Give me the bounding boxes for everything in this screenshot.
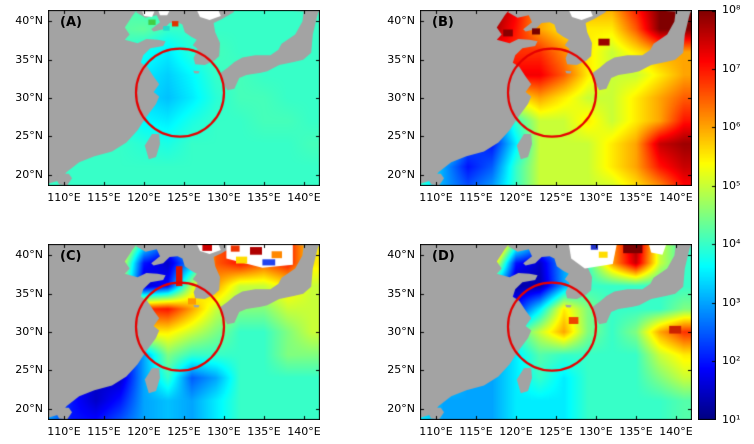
map-panel-D: 40°N 35°N 30°N 25°N 20°N (D) 110°E 115°E 120°E… xyxy=(376,244,693,442)
map-canvas xyxy=(48,244,320,420)
colorbar-gradient xyxy=(698,10,716,420)
y-tick-label: 40°N xyxy=(387,14,415,28)
x-tick-label: 110°E xyxy=(419,191,453,204)
x-tick-label: 135°E xyxy=(247,191,281,204)
y-tick-label: 25°N xyxy=(387,363,415,377)
x-tick-label: 140°E xyxy=(287,191,321,204)
x-tick-label: 120°E xyxy=(127,191,161,204)
map-panel-B: 40°N 35°N 30°N 25°N 20°N (B) 110°E 115°E 120°E… xyxy=(376,10,693,208)
x-tick-label: 115°E xyxy=(459,425,493,438)
panel-label: (A) xyxy=(60,15,82,30)
x-tick-label: 135°E xyxy=(619,191,653,204)
colorbar-tick-label: 10⁶ xyxy=(722,120,741,134)
y-tick-label: 20°N xyxy=(387,167,415,181)
y-tick-label: 30°N xyxy=(387,325,415,338)
colorbar-tick-label: 10⁸ xyxy=(722,3,741,16)
y-axis-tick-labels: 40°N 35°N 30°N 25°N 20°N xyxy=(376,244,420,420)
x-tick-label: 115°E xyxy=(459,191,493,204)
map-canvas xyxy=(420,244,692,420)
x-tick-label: 140°E xyxy=(659,425,693,438)
map-plot-area: (D) xyxy=(420,244,692,420)
x-tick-label: 110°E xyxy=(47,191,81,204)
y-tick-label: 40°N xyxy=(15,248,43,262)
panels-grid: 40°N 35°N 30°N 25°N 20°N (A) 110°E 115°E 120°E… xyxy=(4,10,693,442)
map-plot-area: (A) xyxy=(48,10,320,186)
x-tick-label: 125°E xyxy=(167,191,201,204)
panel-label: (C) xyxy=(60,249,82,264)
colorbar-tick-label: 10³ xyxy=(722,295,741,309)
colorbar-tick-label: 10⁴ xyxy=(722,237,741,251)
y-tick-label: 20°N xyxy=(15,167,43,181)
x-tick-label: 110°E xyxy=(419,425,453,438)
x-tick-label: 135°E xyxy=(247,425,281,438)
x-tick-label: 125°E xyxy=(539,191,573,204)
y-axis-tick-labels: 40°N 35°N 30°N 25°N 20°N xyxy=(376,10,420,186)
map-plot-area: (C) xyxy=(48,244,320,420)
map-canvas xyxy=(48,10,320,186)
y-tick-label: 20°N xyxy=(15,401,43,415)
x-tick-label: 130°E xyxy=(207,425,241,438)
y-axis-tick-labels: 40°N 35°N 30°N 25°N 20°N xyxy=(4,244,48,420)
map-canvas xyxy=(420,10,692,186)
x-tick-label: 115°E xyxy=(87,425,121,438)
y-tick-label: 30°N xyxy=(15,91,43,104)
colorbar-tick-label: 10¹ xyxy=(722,413,741,426)
y-tick-label: 30°N xyxy=(387,91,415,104)
y-tick-label: 25°N xyxy=(15,129,43,143)
x-tick-label: 120°E xyxy=(499,191,533,204)
y-tick-label: 25°N xyxy=(15,363,43,377)
colorbar-tick-label: 10⁵ xyxy=(722,178,741,192)
x-tick-label: 125°E xyxy=(167,425,201,438)
x-tick-label: 115°E xyxy=(87,191,121,204)
map-panel-A: 40°N 35°N 30°N 25°N 20°N (A) 110°E 115°E 120°E… xyxy=(4,10,321,208)
x-tick-label: 130°E xyxy=(579,425,613,438)
y-tick-label: 35°N xyxy=(15,286,43,300)
x-axis-tick-labels: 110°E 115°E 120°E 125°E 130°E 135°E 140°E xyxy=(376,420,692,442)
map-plot-area: (B) xyxy=(420,10,692,186)
x-axis-tick-labels: 110°E 115°E 120°E 125°E 130°E 135°E 140°E xyxy=(4,186,320,208)
x-tick-label: 130°E xyxy=(207,191,241,204)
y-tick-label: 40°N xyxy=(15,14,43,28)
y-tick-label: 35°N xyxy=(387,52,415,66)
x-tick-label: 120°E xyxy=(127,425,161,438)
y-tick-label: 20°N xyxy=(387,401,415,415)
colorbar-tick-label: 10² xyxy=(722,354,741,368)
colorbar-tick-label: 10⁷ xyxy=(722,61,741,75)
y-tick-label: 40°N xyxy=(387,248,415,262)
x-tick-label: 120°E xyxy=(499,425,533,438)
x-tick-label: 140°E xyxy=(659,191,693,204)
panel-label: (D) xyxy=(432,249,455,264)
x-axis-tick-labels: 110°E 115°E 120°E 125°E 130°E 135°E 140°E xyxy=(376,186,692,208)
y-tick-label: 35°N xyxy=(15,52,43,66)
x-tick-label: 125°E xyxy=(539,425,573,438)
y-tick-label: 30°N xyxy=(15,325,43,338)
x-axis-tick-labels: 110°E 115°E 120°E 125°E 130°E 135°E 140°E xyxy=(4,420,320,442)
panel-label: (B) xyxy=(432,15,454,30)
x-tick-label: 130°E xyxy=(579,191,613,204)
x-tick-label: 140°E xyxy=(287,425,321,438)
colorbar: 10⁸ 10⁷ 10⁶ 10⁵ 10⁴ 10³ 10² 10¹ xyxy=(698,3,754,430)
y-tick-label: 25°N xyxy=(387,129,415,143)
y-tick-label: 35°N xyxy=(387,286,415,300)
map-panel-C: 40°N 35°N 30°N 25°N 20°N (C) 110°E 115°E 120°E… xyxy=(4,244,321,442)
x-tick-label: 135°E xyxy=(619,425,653,438)
x-tick-label: 110°E xyxy=(47,425,81,438)
y-axis-tick-labels: 40°N 35°N 30°N 25°N 20°N xyxy=(4,10,48,186)
